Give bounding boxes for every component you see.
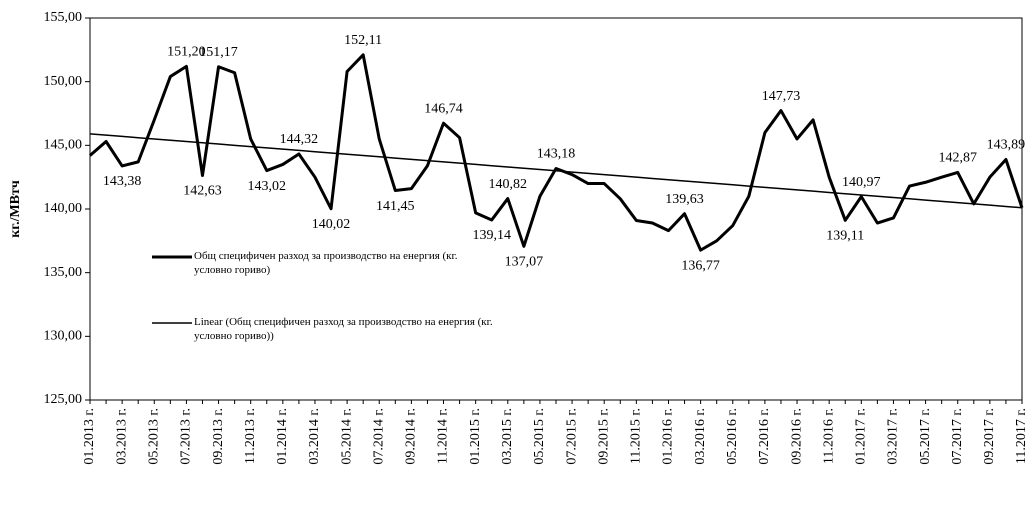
x-tick-label: 11.2017 г. (1014, 408, 1029, 464)
data-label: 151,17 (199, 45, 238, 60)
data-label: 139,11 (826, 229, 864, 244)
data-label: 141,45 (376, 199, 415, 214)
data-label: 144,32 (280, 132, 319, 147)
y-tick-label: 125,00 (44, 392, 83, 407)
x-tick-label: 07.2015 г. (564, 408, 579, 465)
series-line (89, 133, 1023, 209)
y-tick-label: 155,00 (44, 10, 83, 25)
y-axis-label: кг./МВтч (8, 180, 23, 238)
data-label: 152,11 (344, 33, 382, 48)
x-tick-label: 11.2014 г. (436, 408, 451, 464)
x-tick-label: 01.2017 г. (854, 408, 869, 465)
data-label: 140,82 (489, 177, 528, 192)
x-tick-label: 07.2014 г. (371, 408, 386, 465)
x-tick-label: 03.2016 г. (693, 408, 708, 465)
data-label: 143,18 (537, 147, 576, 162)
x-tick-label: 05.2014 г. (339, 408, 354, 465)
x-tick-label: 09.2014 г. (404, 408, 419, 465)
x-tick-label: 05.2016 г. (725, 408, 740, 465)
y-tick-label: 145,00 (44, 138, 83, 153)
x-tick-label: 05.2015 г. (532, 408, 547, 465)
y-tick-label: 140,00 (44, 201, 83, 216)
y-tick-label: 130,00 (44, 329, 83, 344)
x-tick-label: 09.2013 г. (211, 408, 226, 465)
data-label: 139,14 (472, 228, 511, 243)
x-tick-label: 03.2015 г. (500, 408, 515, 465)
data-label: 143,38 (103, 174, 142, 189)
x-tick-label: 07.2013 г. (179, 408, 194, 465)
x-tick-label: 03.2014 г. (307, 408, 322, 465)
x-tick-label: 05.2013 г. (146, 408, 161, 465)
legend-label: Общ специфичен разход за производство на… (194, 250, 458, 276)
data-label: 136,77 (681, 258, 720, 273)
data-label: 140,97 (842, 175, 881, 190)
data-label: 142,63 (183, 184, 222, 199)
data-label: 139,63 (665, 192, 704, 207)
x-tick-label: 01.2015 г. (468, 408, 483, 465)
data-label: 147,73 (762, 89, 801, 104)
data-label: 151,20 (167, 45, 206, 60)
x-tick-label: 01.2016 г. (661, 408, 676, 465)
x-tick-label: 11.2015 г. (629, 408, 644, 464)
x-tick-label: 03.2013 г. (114, 408, 129, 465)
y-tick-label: 135,00 (44, 265, 83, 280)
legend-entry: Linear (Общ специфичен разход за произво… (194, 316, 493, 342)
data-label: 137,07 (505, 255, 544, 270)
x-tick-label: 09.2016 г. (789, 408, 804, 465)
y-tick-label: 150,00 (44, 74, 83, 89)
x-tick-label: 11.2013 г. (243, 408, 258, 464)
data-label: 146,74 (424, 101, 463, 116)
x-tick-label: 03.2017 г. (886, 408, 901, 465)
x-tick-label: 07.2017 г. (950, 408, 965, 465)
x-tick-label: 05.2017 г. (918, 408, 933, 465)
data-label: 142,87 (938, 151, 977, 166)
x-tick-label: 09.2015 г. (596, 408, 611, 465)
series-line (89, 53, 1024, 252)
data-label: 140,02 (312, 217, 351, 232)
x-tick-label: 01.2014 г. (275, 408, 290, 465)
legend-entry: Общ специфичен разход за производство на… (194, 250, 458, 276)
x-tick-label: 09.2017 г. (982, 408, 997, 465)
data-label: 143,02 (248, 179, 287, 194)
x-tick-label: 01.2013 г. (82, 408, 97, 465)
data-label: 143,89 (987, 138, 1026, 153)
x-tick-label: 07.2016 г. (757, 408, 772, 465)
legend-label: Linear (Общ специфичен разход за произво… (194, 316, 493, 342)
x-tick-label: 11.2016 г. (821, 408, 836, 464)
